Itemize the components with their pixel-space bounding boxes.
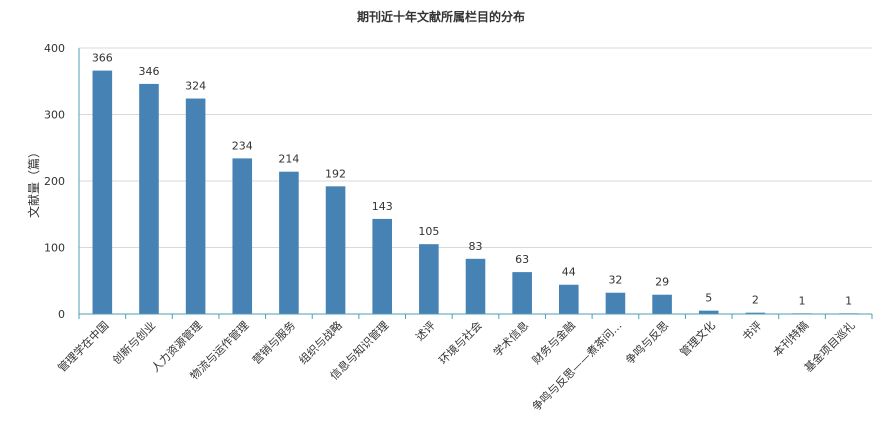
x-tick-label: 环境与社会 <box>436 318 485 367</box>
x-tick-label: 营销与服务 <box>249 318 298 367</box>
bar[interactable] <box>745 312 766 314</box>
bar[interactable] <box>92 70 113 314</box>
value-label: 366 <box>92 52 113 65</box>
value-label: 324 <box>185 80 206 93</box>
value-label: 1 <box>845 294 852 307</box>
x-tick-label: 争鸣与反思——煮茶问… <box>529 318 624 413</box>
x-tick-label: 述评 <box>413 319 438 344</box>
value-label: 143 <box>372 200 393 213</box>
bar[interactable] <box>558 284 579 314</box>
x-tick-label: 书评 <box>740 319 765 344</box>
y-axis-ticks: 0 100 200 300 400 <box>44 42 65 321</box>
value-label: 1 <box>799 294 806 307</box>
value-label: 29 <box>655 276 669 289</box>
x-tick-label: 争鸣与反思 <box>622 318 671 367</box>
value-label: 5 <box>705 292 712 305</box>
bar[interactable] <box>465 258 486 314</box>
x-tick-label: 管理文化 <box>677 318 718 359</box>
value-label: 346 <box>138 65 159 78</box>
y-tick-label: 400 <box>44 42 65 55</box>
value-label: 44 <box>562 266 576 279</box>
bar[interactable] <box>185 98 206 314</box>
x-tick-label: 学术信息 <box>490 318 531 359</box>
y-tick-label: 300 <box>44 109 65 122</box>
value-labels: 366 346 324 234 214 192 143 105 83 63 44 32 29 5 2 1 1 <box>92 52 852 308</box>
axes <box>78 48 873 319</box>
x-axis-tick-labels: 管理学在中国创新与创业人力资源管理物流与运作管理营销与服务组织与战略信息与知识管… <box>55 318 858 413</box>
bar[interactable] <box>652 294 672 314</box>
bar[interactable] <box>232 158 253 314</box>
value-label: 63 <box>515 253 529 266</box>
value-label: 234 <box>232 139 253 152</box>
x-tick-label: 创新与创业 <box>109 318 158 367</box>
y-axis-label: 文献量（篇） <box>26 146 41 218</box>
y-tick-label: 200 <box>44 175 65 188</box>
bar[interactable] <box>512 272 532 314</box>
y-tick-label: 0 <box>58 308 65 321</box>
value-label: 83 <box>469 240 483 253</box>
value-label: 32 <box>608 274 622 287</box>
bar[interactable] <box>698 310 719 314</box>
x-tick-label: 财务与金融 <box>529 318 578 367</box>
bars <box>92 70 859 314</box>
x-tick-label: 组织与战略 <box>296 318 345 367</box>
bar[interactable] <box>325 186 346 314</box>
bar[interactable] <box>372 218 393 314</box>
bar[interactable] <box>139 83 159 314</box>
bar[interactable] <box>279 171 299 314</box>
grid-lines <box>79 47 872 248</box>
bar[interactable] <box>605 292 626 314</box>
bar[interactable] <box>419 244 439 314</box>
x-tick-label: 本刊特稿 <box>770 318 811 359</box>
chart-title: 期刊近十年文献所属栏目的分布 <box>357 9 525 24</box>
y-tick-label: 100 <box>44 242 65 255</box>
value-label: 214 <box>278 153 299 166</box>
value-label: 2 <box>752 294 759 307</box>
x-tick-label: 管理学在中国 <box>55 318 112 375</box>
value-label: 192 <box>325 167 346 180</box>
value-label: 105 <box>418 225 439 238</box>
